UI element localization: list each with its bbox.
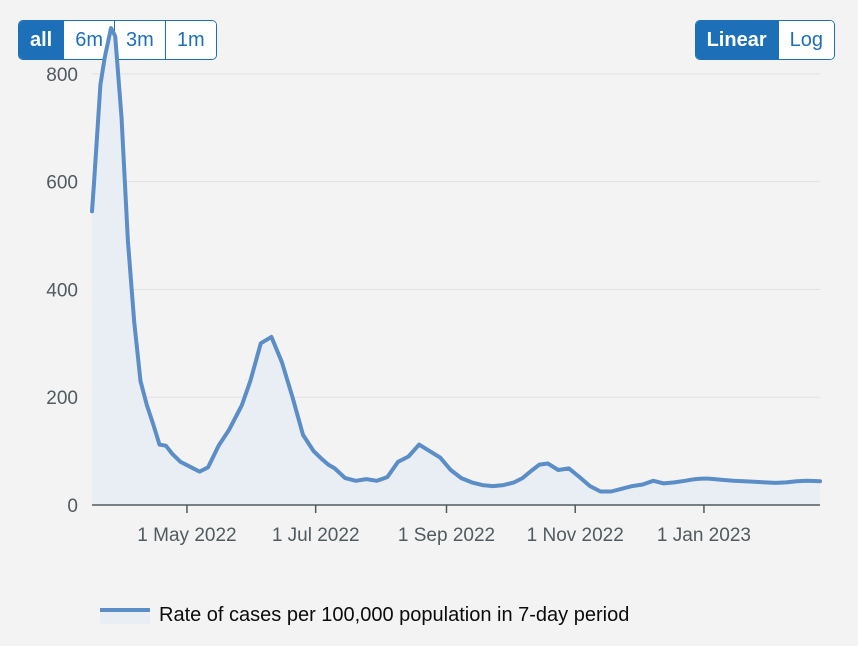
time-range-selector: all 6m 3m 1m [18,20,217,60]
legend-swatch [100,607,150,624]
legend: Rate of cases per 100,000 population in … [100,604,629,627]
x-tick-label: 1 Nov 2022 [527,525,624,546]
log-scale-button[interactable]: Log [777,21,834,59]
x-tick-label: 1 Jul 2022 [272,525,360,546]
scale-selector: Linear Log [694,20,835,60]
gridlines [92,73,820,398]
y-axis: 0 200 400 600 800 [46,65,78,517]
x-tick-label: 1 Sep 2022 [398,525,495,546]
legend-label: Rate of cases per 100,000 population in … [159,604,630,626]
series-line [90,26,822,494]
x-tick-label: 1 Jan 2023 [657,525,751,546]
x-axis-labels: 1 May 2022 1 Jul 2022 1 Sep 2022 1 Nov 2022… [137,525,751,546]
x-axis [92,504,820,513]
y-tick-label: 200 [46,388,78,409]
range-3m-button[interactable]: 3m [114,21,165,59]
series-area [92,28,820,505]
x-tick-label: 1 May 2022 [137,525,236,546]
y-tick-label: 600 [46,173,78,194]
y-tick-label: 0 [67,496,78,517]
series-line-layer [90,26,822,494]
area-fill [92,28,820,505]
range-all-button[interactable]: all [19,21,64,59]
y-tick-label: 400 [46,280,78,301]
linear-scale-button[interactable]: Linear [695,21,778,59]
y-tick-label: 800 [46,65,78,86]
range-1m-button[interactable]: 1m [164,21,216,59]
